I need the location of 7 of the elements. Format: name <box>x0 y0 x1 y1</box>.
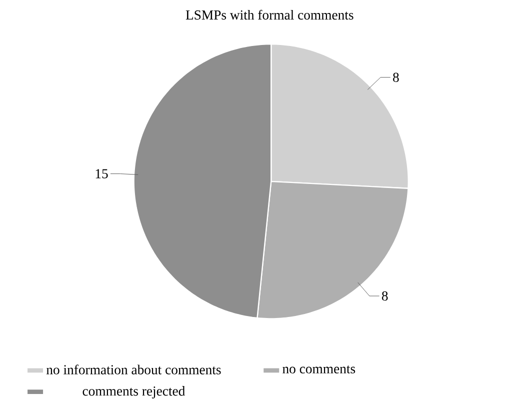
data-label: 8 <box>393 72 399 82</box>
data-label: 8 <box>382 291 388 301</box>
legend-label: no information about comments <box>46 364 221 374</box>
chart-title: LSMPs with formal comments <box>186 10 354 20</box>
slice-label: comments rejected <box>82 386 186 399</box>
legend-label: no comments <box>282 366 356 374</box>
data-label: 15 <box>96 169 108 178</box>
